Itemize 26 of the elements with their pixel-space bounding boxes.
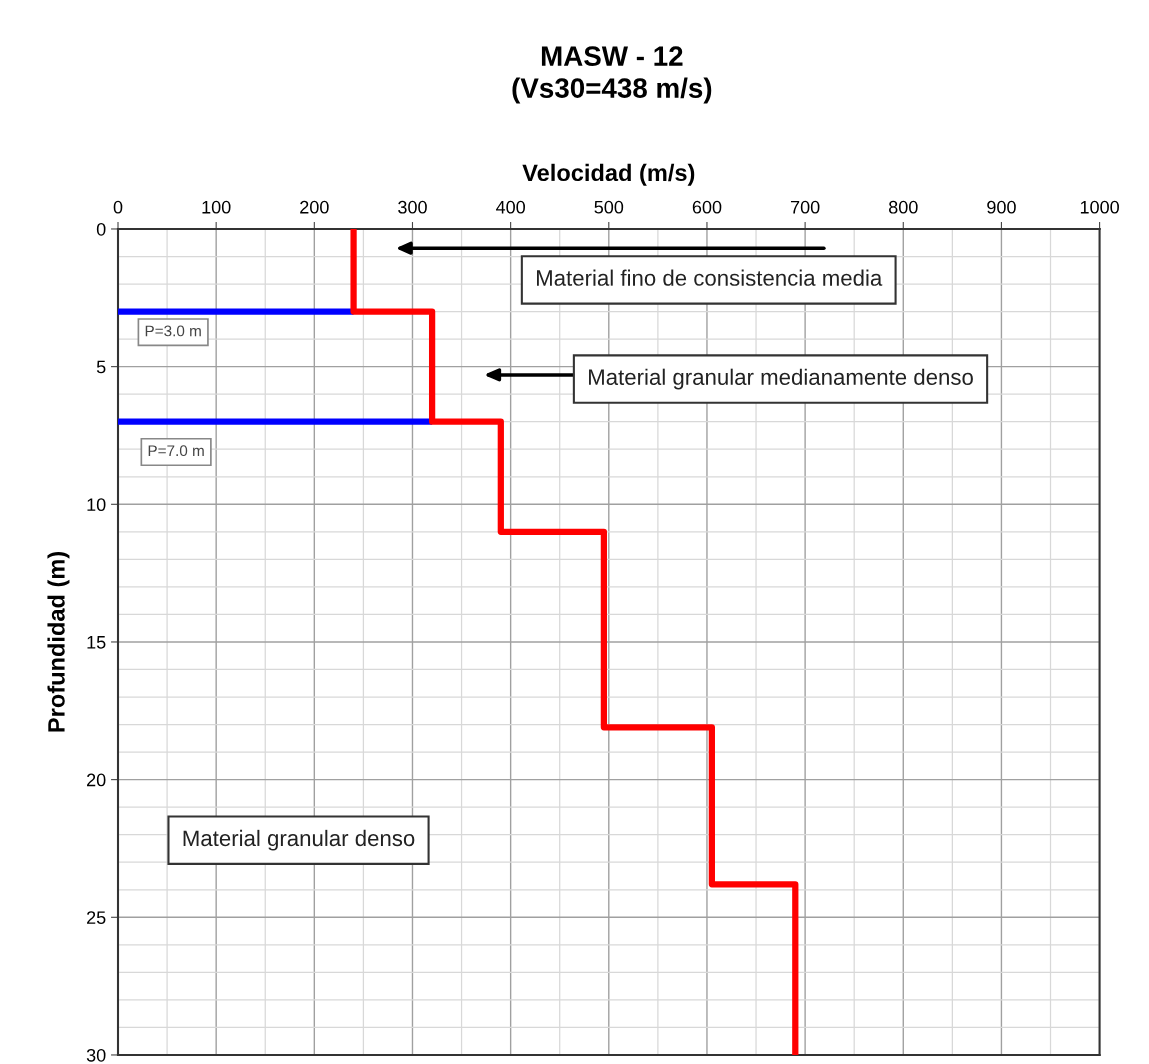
annotation: P=7.0 m [148,445,204,457]
x-tick-label: 200 [300,200,329,214]
y-tick-label: 10 [87,498,106,512]
y-tick-label: 25 [87,911,106,925]
y-tick-label: 15 [87,636,106,649]
annotation: Material granular medianamente denso [589,368,973,390]
annotation: Material fino de consistencia media [537,269,883,286]
annotation: P=3.0 m [145,325,201,337]
x-tick-label: 600 [692,200,722,214]
annotation: Material granular denso [183,829,415,851]
x-tick-label: 800 [889,200,918,214]
x-tick-label: 400 [495,200,525,214]
x-axis-title: Velocidad (m/s) [522,163,695,186]
y-tick-label: 30 [86,1048,106,1062]
x-tick-label: 100 [202,200,231,214]
y-tick-label: 5 [96,360,106,374]
y-axis-title: Profundidad (m) [47,551,70,732]
x-tick-label: 500 [594,200,624,214]
x-tick-label: 1000 [1080,200,1119,214]
chart-title: MASW - 12 (Vs30=438 m/s) [512,46,712,104]
y-tick-label: 20 [87,773,106,787]
x-tick-label: 900 [987,200,1016,214]
x-tick-label: 700 [790,200,820,214]
x-tick-label: 0 [113,200,123,214]
x-tick-label: 300 [398,200,427,214]
y-tick-label: 0 [96,222,106,236]
